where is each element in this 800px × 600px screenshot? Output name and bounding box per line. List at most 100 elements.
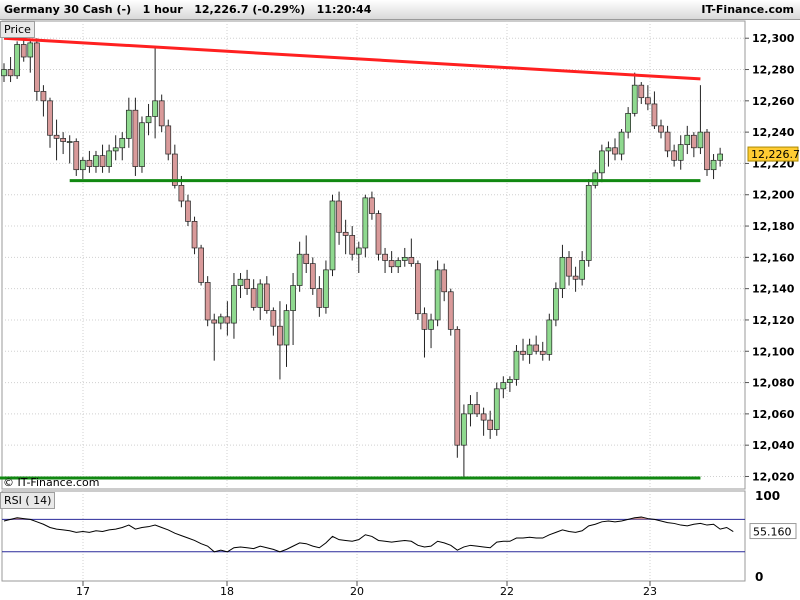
y-tick-label: 12,300 xyxy=(752,32,795,45)
candle-up xyxy=(500,382,507,390)
rsi-last-label: 55.160 xyxy=(753,526,792,539)
chart-header: Germany 30 Cash (-) 1 hour 12,226.7 (-0.… xyxy=(0,0,800,20)
candle-down xyxy=(566,256,572,277)
candle-down xyxy=(185,200,191,222)
candle-up xyxy=(231,285,237,324)
candle-up xyxy=(79,159,86,171)
candle-up xyxy=(329,200,336,271)
candle-up xyxy=(710,159,717,171)
rsi-plot-area xyxy=(1,490,746,582)
y-tick-label: 12,260 xyxy=(752,95,795,108)
candle-down xyxy=(369,197,375,214)
candle-up xyxy=(296,253,303,286)
rsi-panel-label: RSI ( 14) xyxy=(0,492,56,509)
candle-up xyxy=(237,278,244,286)
candle-up xyxy=(152,100,158,117)
candle-down xyxy=(651,103,658,127)
candle-down xyxy=(263,283,270,311)
candle-down xyxy=(704,131,710,171)
candle-down xyxy=(690,134,697,149)
timeframe-label: 1 hour xyxy=(142,3,183,16)
candle-up xyxy=(559,256,566,290)
candle-up xyxy=(631,84,638,114)
candle-down xyxy=(487,419,494,430)
candle-up xyxy=(93,155,99,167)
candle-down xyxy=(645,97,651,105)
candle-down xyxy=(342,231,349,236)
candle-up xyxy=(27,42,34,58)
candle-up xyxy=(434,269,441,321)
candle-up xyxy=(145,116,152,124)
candle-up xyxy=(257,283,264,308)
candle-up xyxy=(428,319,434,330)
candle-down xyxy=(441,269,448,293)
candle-up xyxy=(112,147,119,152)
x-tick-label: 22 xyxy=(500,585,514,598)
candle-down xyxy=(336,200,342,233)
candle-down xyxy=(20,44,27,58)
candle-up xyxy=(625,112,632,133)
candle-down xyxy=(480,413,487,421)
candle-down xyxy=(33,42,40,92)
candle-down xyxy=(520,350,526,355)
candle-down xyxy=(533,344,540,352)
candle-down xyxy=(40,91,47,102)
candle-up xyxy=(66,141,73,143)
candle-down xyxy=(73,141,80,171)
candle-up xyxy=(461,413,467,446)
candle-up xyxy=(605,147,612,152)
candle-down xyxy=(99,155,106,167)
y-tick-label: 12,120 xyxy=(752,314,795,327)
candle-down xyxy=(244,278,250,290)
candle-up xyxy=(618,131,625,155)
candle-up xyxy=(355,247,362,255)
rsi-y-tick-label: 100 xyxy=(755,489,780,503)
candle-up xyxy=(362,197,369,249)
candle-up xyxy=(290,285,296,311)
clock-label: 11:20:44 xyxy=(316,3,372,16)
candle-down xyxy=(53,134,60,139)
candle-down xyxy=(132,109,139,167)
candle-down xyxy=(204,282,211,321)
candle-up xyxy=(526,344,533,355)
candle-up xyxy=(106,150,112,167)
y-tick-label: 12,280 xyxy=(752,64,795,77)
candle-down xyxy=(211,319,218,324)
candle-down xyxy=(447,291,454,330)
candle-down xyxy=(388,260,395,268)
candle-down xyxy=(171,153,178,186)
candle-up xyxy=(395,260,402,268)
y-tick-label: 12,080 xyxy=(752,377,795,390)
candle-down xyxy=(454,328,461,446)
instrument-title: Germany 30 Cash (-) 1 hour 12,226.7 (-0.… xyxy=(4,3,372,16)
y-tick-label: 12,200 xyxy=(752,189,795,202)
x-tick-label: 20 xyxy=(350,585,364,598)
candle-down xyxy=(671,150,677,161)
candle-up xyxy=(579,260,586,280)
y-tick-label: 12,060 xyxy=(752,408,795,421)
candle-down xyxy=(60,138,66,142)
candle-up xyxy=(585,184,592,261)
last-price-marker xyxy=(747,146,799,162)
candle-up xyxy=(125,109,132,139)
site-brand: IT-Finance.com xyxy=(701,3,794,16)
candle-down xyxy=(250,288,257,308)
candle-up xyxy=(493,388,500,430)
candle-up xyxy=(717,153,723,161)
candle-down xyxy=(303,253,310,264)
trendline-resistance xyxy=(3,36,701,81)
candle-up xyxy=(684,134,691,146)
last-price-label: 12,226.7 xyxy=(751,148,800,161)
candle-down xyxy=(178,184,185,202)
candle-down xyxy=(375,213,382,255)
candle-down xyxy=(191,220,198,249)
candle-down xyxy=(198,247,204,283)
candle-up xyxy=(592,172,599,186)
candle-down xyxy=(572,275,579,280)
y-tick-label: 12,180 xyxy=(752,220,795,233)
y-tick-label: 12,140 xyxy=(752,283,795,296)
price-plot-area xyxy=(1,20,746,490)
candle-down xyxy=(158,100,165,127)
